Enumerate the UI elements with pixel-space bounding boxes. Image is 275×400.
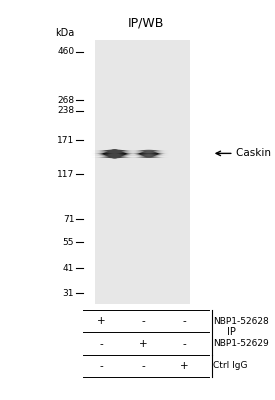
Text: 55: 55 xyxy=(63,238,74,246)
Text: NBP1-52628: NBP1-52628 xyxy=(213,317,269,326)
Text: 41: 41 xyxy=(63,264,74,273)
Text: +: + xyxy=(97,316,106,326)
Text: -: - xyxy=(182,316,186,326)
Text: Caskin 2: Caskin 2 xyxy=(236,148,275,158)
Text: -: - xyxy=(141,316,145,326)
Text: IP: IP xyxy=(227,327,236,338)
Text: -: - xyxy=(100,361,104,371)
Text: -: - xyxy=(141,361,145,371)
Text: +: + xyxy=(139,338,147,349)
Text: 268: 268 xyxy=(57,96,74,105)
Text: 117: 117 xyxy=(57,170,74,179)
Text: 460: 460 xyxy=(57,47,74,56)
Text: 238: 238 xyxy=(57,106,74,115)
Text: 31: 31 xyxy=(63,289,74,298)
Text: kDa: kDa xyxy=(55,28,74,38)
Text: -: - xyxy=(100,338,104,349)
Text: NBP1-52629: NBP1-52629 xyxy=(213,339,269,348)
Text: Ctrl IgG: Ctrl IgG xyxy=(213,362,248,370)
Text: +: + xyxy=(180,361,189,371)
Text: 71: 71 xyxy=(63,215,74,224)
Text: 171: 171 xyxy=(57,136,74,145)
Bar xyxy=(95,40,190,304)
Text: IP/WB: IP/WB xyxy=(128,17,164,30)
Text: -: - xyxy=(182,338,186,349)
